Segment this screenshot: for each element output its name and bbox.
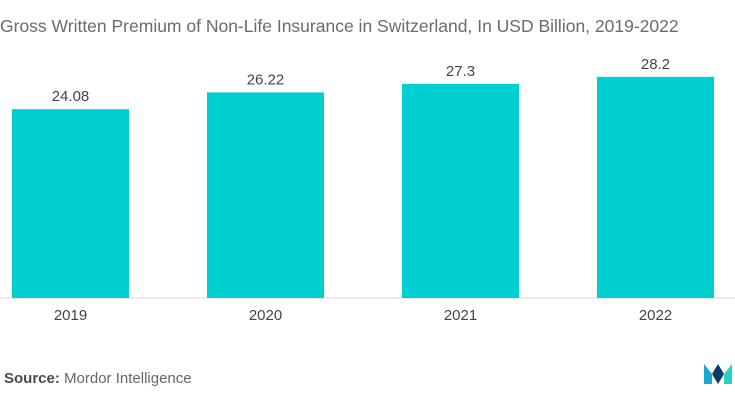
chart-title: Gross Written Premium of Non-Life Insura… — [0, 16, 679, 36]
value-label-2022: 28.2 — [641, 56, 670, 73]
x-tick-label-2021: 2021 — [444, 307, 477, 324]
value-label-2020: 26.22 — [247, 71, 285, 88]
bar-2019 — [12, 109, 129, 298]
value-label-2019: 24.08 — [52, 88, 90, 105]
source-note: Source: Mordor Intelligence — [4, 370, 192, 387]
bars-layer: 24.08 2019 26.22 2020 27.3 2021 28.2 2022 — [12, 56, 714, 324]
source-name: Mordor Intelligence — [64, 370, 192, 387]
bar-2021 — [402, 83, 519, 299]
value-label-2021: 27.3 — [446, 63, 475, 80]
mordor-intelligence-logo-icon — [704, 364, 732, 384]
x-tick-label-2022: 2022 — [639, 307, 672, 324]
x-tick-label-2019: 2019 — [54, 307, 87, 324]
x-tick-label-2020: 2020 — [249, 307, 282, 324]
source-label: Source: — [4, 370, 60, 387]
bar-2022 — [597, 76, 714, 298]
bar-2020 — [207, 92, 324, 298]
